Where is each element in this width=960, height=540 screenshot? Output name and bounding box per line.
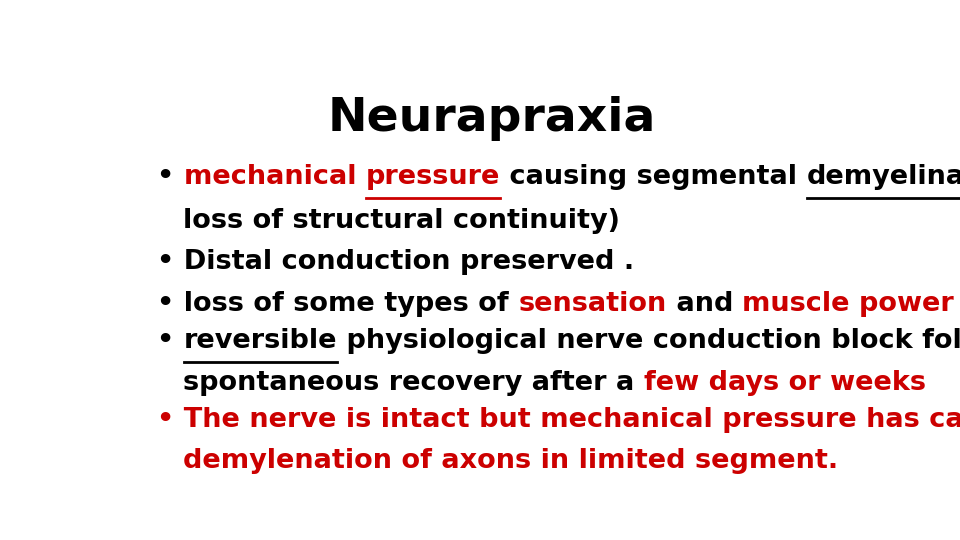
- Text: loss of structural continuity): loss of structural continuity): [183, 208, 620, 234]
- Text: and: and: [666, 291, 742, 317]
- Text: spontaneous recovery after a: spontaneous recovery after a: [183, 370, 644, 396]
- Text: physiological nerve conduction block followed by: physiological nerve conduction block fol…: [338, 328, 960, 354]
- Text: Neurapraxia: Neurapraxia: [327, 96, 657, 141]
- Text: • Distal conduction preserved .: • Distal conduction preserved .: [157, 249, 635, 275]
- Text: demyelination: demyelination: [806, 164, 960, 190]
- Text: reversible: reversible: [184, 328, 338, 354]
- Text: sensation: sensation: [518, 291, 666, 317]
- Text: •: •: [157, 164, 184, 190]
- Text: pressure: pressure: [366, 164, 500, 190]
- Text: • The nerve is intact but mechanical pressure has caused: • The nerve is intact but mechanical pre…: [157, 407, 960, 433]
- Text: mechanical: mechanical: [184, 164, 366, 190]
- Text: demylenation of axons in limited segment.: demylenation of axons in limited segment…: [183, 448, 838, 474]
- Text: •: •: [157, 328, 184, 354]
- Text: few days or weeks: few days or weeks: [644, 370, 926, 396]
- Text: muscle power: muscle power: [742, 291, 954, 317]
- Text: causing segmental: causing segmental: [500, 164, 806, 190]
- Text: • loss of some types of: • loss of some types of: [157, 291, 518, 317]
